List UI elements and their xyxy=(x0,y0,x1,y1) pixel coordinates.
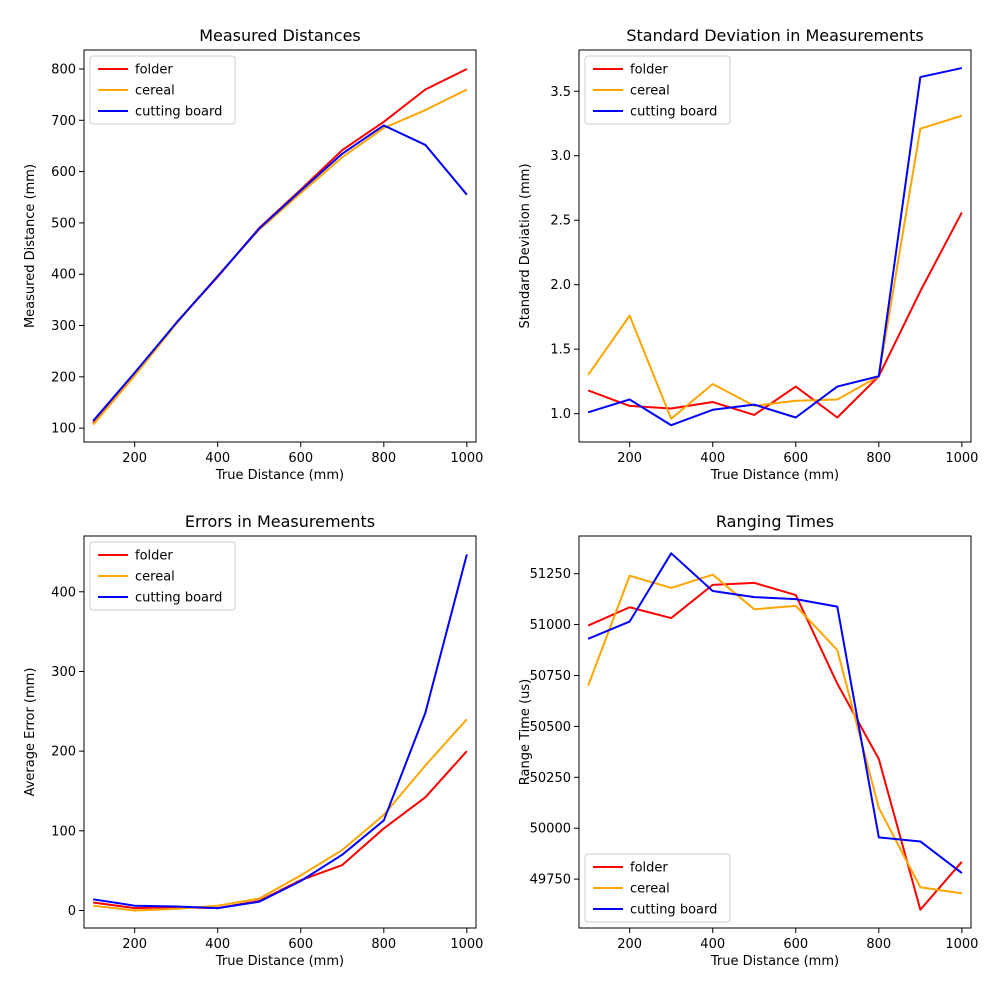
series-line-cutting-board xyxy=(92,124,468,422)
y-tick-label: 100 xyxy=(51,824,76,839)
x-tick-label: 600 xyxy=(783,937,808,952)
y-tick-label: 300 xyxy=(51,319,76,334)
x-axis-label: True Distance (mm) xyxy=(215,954,344,969)
y-tick-label: 51000 xyxy=(530,618,571,633)
legend: folder cereal cutting board xyxy=(584,55,731,125)
plot-frame xyxy=(578,535,972,929)
legend-label: cereal xyxy=(135,570,175,585)
y-tick-label: 800 xyxy=(51,62,76,77)
y-axis-label: Standard Deviation (mm) xyxy=(518,163,533,328)
legend-label: folder xyxy=(135,63,173,78)
y-tick-label: 1.5 xyxy=(550,343,571,358)
chart-title: Ranging Times xyxy=(716,512,834,531)
y-axis-label: Average Error (mm) xyxy=(23,668,38,797)
chart-3: 200 400 600 800 1000 0 100 200 300 400 Errors in M… xyxy=(23,512,483,969)
y-tick-label: 500 xyxy=(51,216,76,231)
x-tick-label: 400 xyxy=(205,451,230,466)
x-axis-label: True Distance (mm) xyxy=(215,468,344,483)
y-tick-label: 600 xyxy=(51,165,76,180)
y-tick-label: 3.0 xyxy=(550,149,571,164)
y-tick-label: 50500 xyxy=(530,720,571,735)
legend-box xyxy=(584,55,731,125)
y-tick-label: 200 xyxy=(51,745,76,760)
plot-frame xyxy=(578,49,972,443)
chart-title: Standard Deviation in Measurements xyxy=(626,26,923,45)
legend: folder cereal cutting board xyxy=(584,853,731,923)
x-tick-label: 200 xyxy=(122,451,147,466)
chart-4: 200 400 600 800 1000 49750 50000 50250 50500 5075… xyxy=(518,512,978,969)
x-tick-label: 1000 xyxy=(450,451,483,466)
y-tick-label: 1.0 xyxy=(550,407,571,422)
legend-label: cutting board xyxy=(135,591,222,606)
y-tick-label: 100 xyxy=(51,422,76,437)
x-tick-label: 400 xyxy=(205,937,230,952)
y-tick-label: 400 xyxy=(51,268,76,283)
y-tick-label: 50000 xyxy=(530,822,571,837)
legend-label: cutting board xyxy=(630,903,717,918)
x-axis-label: True Distance (mm) xyxy=(710,468,839,483)
series-line-cereal xyxy=(93,718,468,912)
y-tick-label: 3.5 xyxy=(550,85,571,100)
plot-frame xyxy=(83,535,477,929)
x-axis-label: True Distance (mm) xyxy=(710,954,839,969)
legend-label: cereal xyxy=(135,84,175,99)
x-tick-label: 400 xyxy=(700,937,725,952)
legend-label: cutting board xyxy=(630,105,717,120)
x-tick-label: 800 xyxy=(866,937,891,952)
series-line-cereal xyxy=(587,573,963,895)
y-axis-label: Measured Distance (mm) xyxy=(23,164,38,328)
x-tick-label: 200 xyxy=(617,451,642,466)
series-line-cutting-board xyxy=(587,552,963,874)
series-line-cereal xyxy=(587,114,963,420)
chart-1: 200 400 600 800 1000 100 200 300 400 500 600 700 800… xyxy=(23,26,483,483)
x-tick-label: 600 xyxy=(288,451,313,466)
x-tick-label: 200 xyxy=(617,937,642,952)
legend: folder cereal cutting board xyxy=(89,55,236,125)
x-tick-label: 400 xyxy=(700,451,725,466)
y-tick-label: 2.5 xyxy=(550,214,571,229)
y-tick-label: 51250 xyxy=(530,567,571,582)
y-tick-label: 50750 xyxy=(530,669,571,684)
y-tick-label: 49750 xyxy=(530,873,571,888)
series-line-cereal xyxy=(92,88,468,426)
y-tick-label: 2.0 xyxy=(550,278,571,293)
legend-label: folder xyxy=(630,861,668,876)
x-tick-label: 1000 xyxy=(945,451,978,466)
x-tick-label: 600 xyxy=(783,451,808,466)
y-tick-label: 50250 xyxy=(530,771,571,786)
chart-title: Errors in Measurements xyxy=(185,512,375,531)
legend-box xyxy=(89,541,236,611)
chart-title: Measured Distances xyxy=(199,26,361,45)
legend: folder cereal cutting board xyxy=(89,541,236,611)
legend-label: folder xyxy=(630,63,668,78)
x-tick-label: 1000 xyxy=(945,937,978,952)
series-line-folder xyxy=(587,212,963,419)
series-line-cutting-board xyxy=(587,67,963,427)
series-line-folder xyxy=(93,750,468,910)
x-tick-label: 800 xyxy=(866,451,891,466)
x-tick-label: 600 xyxy=(288,937,313,952)
legend-box xyxy=(89,55,236,125)
plot-frame xyxy=(83,49,477,443)
legend-label: cereal xyxy=(630,882,670,897)
x-tick-label: 800 xyxy=(371,451,396,466)
legend-box xyxy=(584,853,731,923)
x-tick-label: 800 xyxy=(371,937,396,952)
x-tick-label: 200 xyxy=(122,937,147,952)
legend-label: cereal xyxy=(630,84,670,99)
y-tick-label: 700 xyxy=(51,114,76,129)
legend-label: cutting board xyxy=(135,105,222,120)
y-tick-label: 0 xyxy=(68,904,76,919)
series-line-cutting-board xyxy=(92,554,468,910)
y-axis-label: Range Time (us) xyxy=(518,679,533,785)
series-line-folder xyxy=(587,581,963,911)
x-tick-label: 1000 xyxy=(450,937,483,952)
legend-label: folder xyxy=(135,549,173,564)
y-tick-label: 300 xyxy=(51,665,76,680)
y-tick-label: 200 xyxy=(51,370,76,385)
y-tick-label: 400 xyxy=(51,585,76,600)
chart-2: 200 400 600 800 1000 1.0 1.5 2.0 2.5 3.0 3.5 Standa… xyxy=(518,26,978,483)
